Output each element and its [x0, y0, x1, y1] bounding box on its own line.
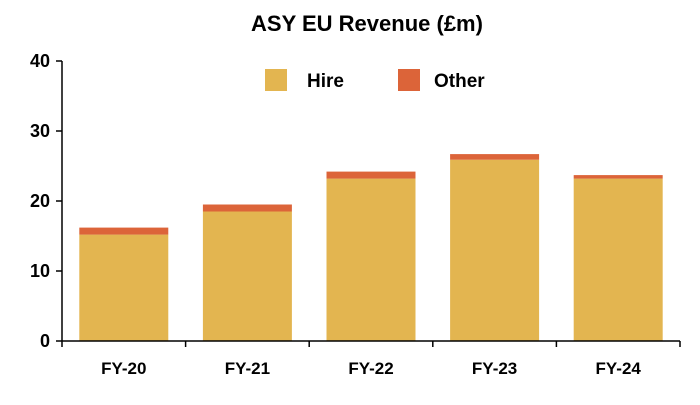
chart-title: ASY EU Revenue (£m)	[251, 11, 483, 36]
y-tick-label: 10	[30, 261, 50, 281]
bar-other-fy-24	[573, 175, 663, 179]
x-tick-label: FY-21	[225, 359, 270, 378]
legend-swatch-hire	[265, 69, 287, 91]
bar-hire-fy-23	[450, 159, 540, 341]
bar-other-fy-20	[79, 227, 169, 235]
y-tick-label: 40	[30, 51, 50, 71]
bars-group	[79, 154, 663, 341]
x-tick-label: FY-23	[472, 359, 517, 378]
legend-swatch-other	[398, 69, 420, 91]
x-tick-label: FY-22	[348, 359, 393, 378]
y-tick-label: 0	[40, 331, 50, 351]
bar-hire-fy-21	[202, 211, 292, 341]
legend: Hire Other	[265, 69, 485, 92]
axes-group: FY-20 FY-21 FY-22 FY-23 FY-24 0 10 20 30 40	[30, 51, 681, 378]
legend-label-hire: Hire	[307, 71, 344, 92]
x-tick-label: FY-24	[596, 359, 642, 378]
bar-hire-fy-24	[573, 178, 663, 341]
bar-hire-fy-22	[326, 178, 416, 341]
bar-hire-fy-20	[79, 234, 169, 341]
bar-other-fy-22	[326, 171, 416, 179]
y-tick-label: 30	[30, 121, 50, 141]
bar-other-fy-23	[450, 154, 540, 160]
legend-label-other: Other	[434, 71, 485, 92]
y-tick-label: 20	[30, 191, 50, 211]
bar-other-fy-21	[202, 204, 292, 212]
x-tick-label: FY-20	[101, 359, 146, 378]
